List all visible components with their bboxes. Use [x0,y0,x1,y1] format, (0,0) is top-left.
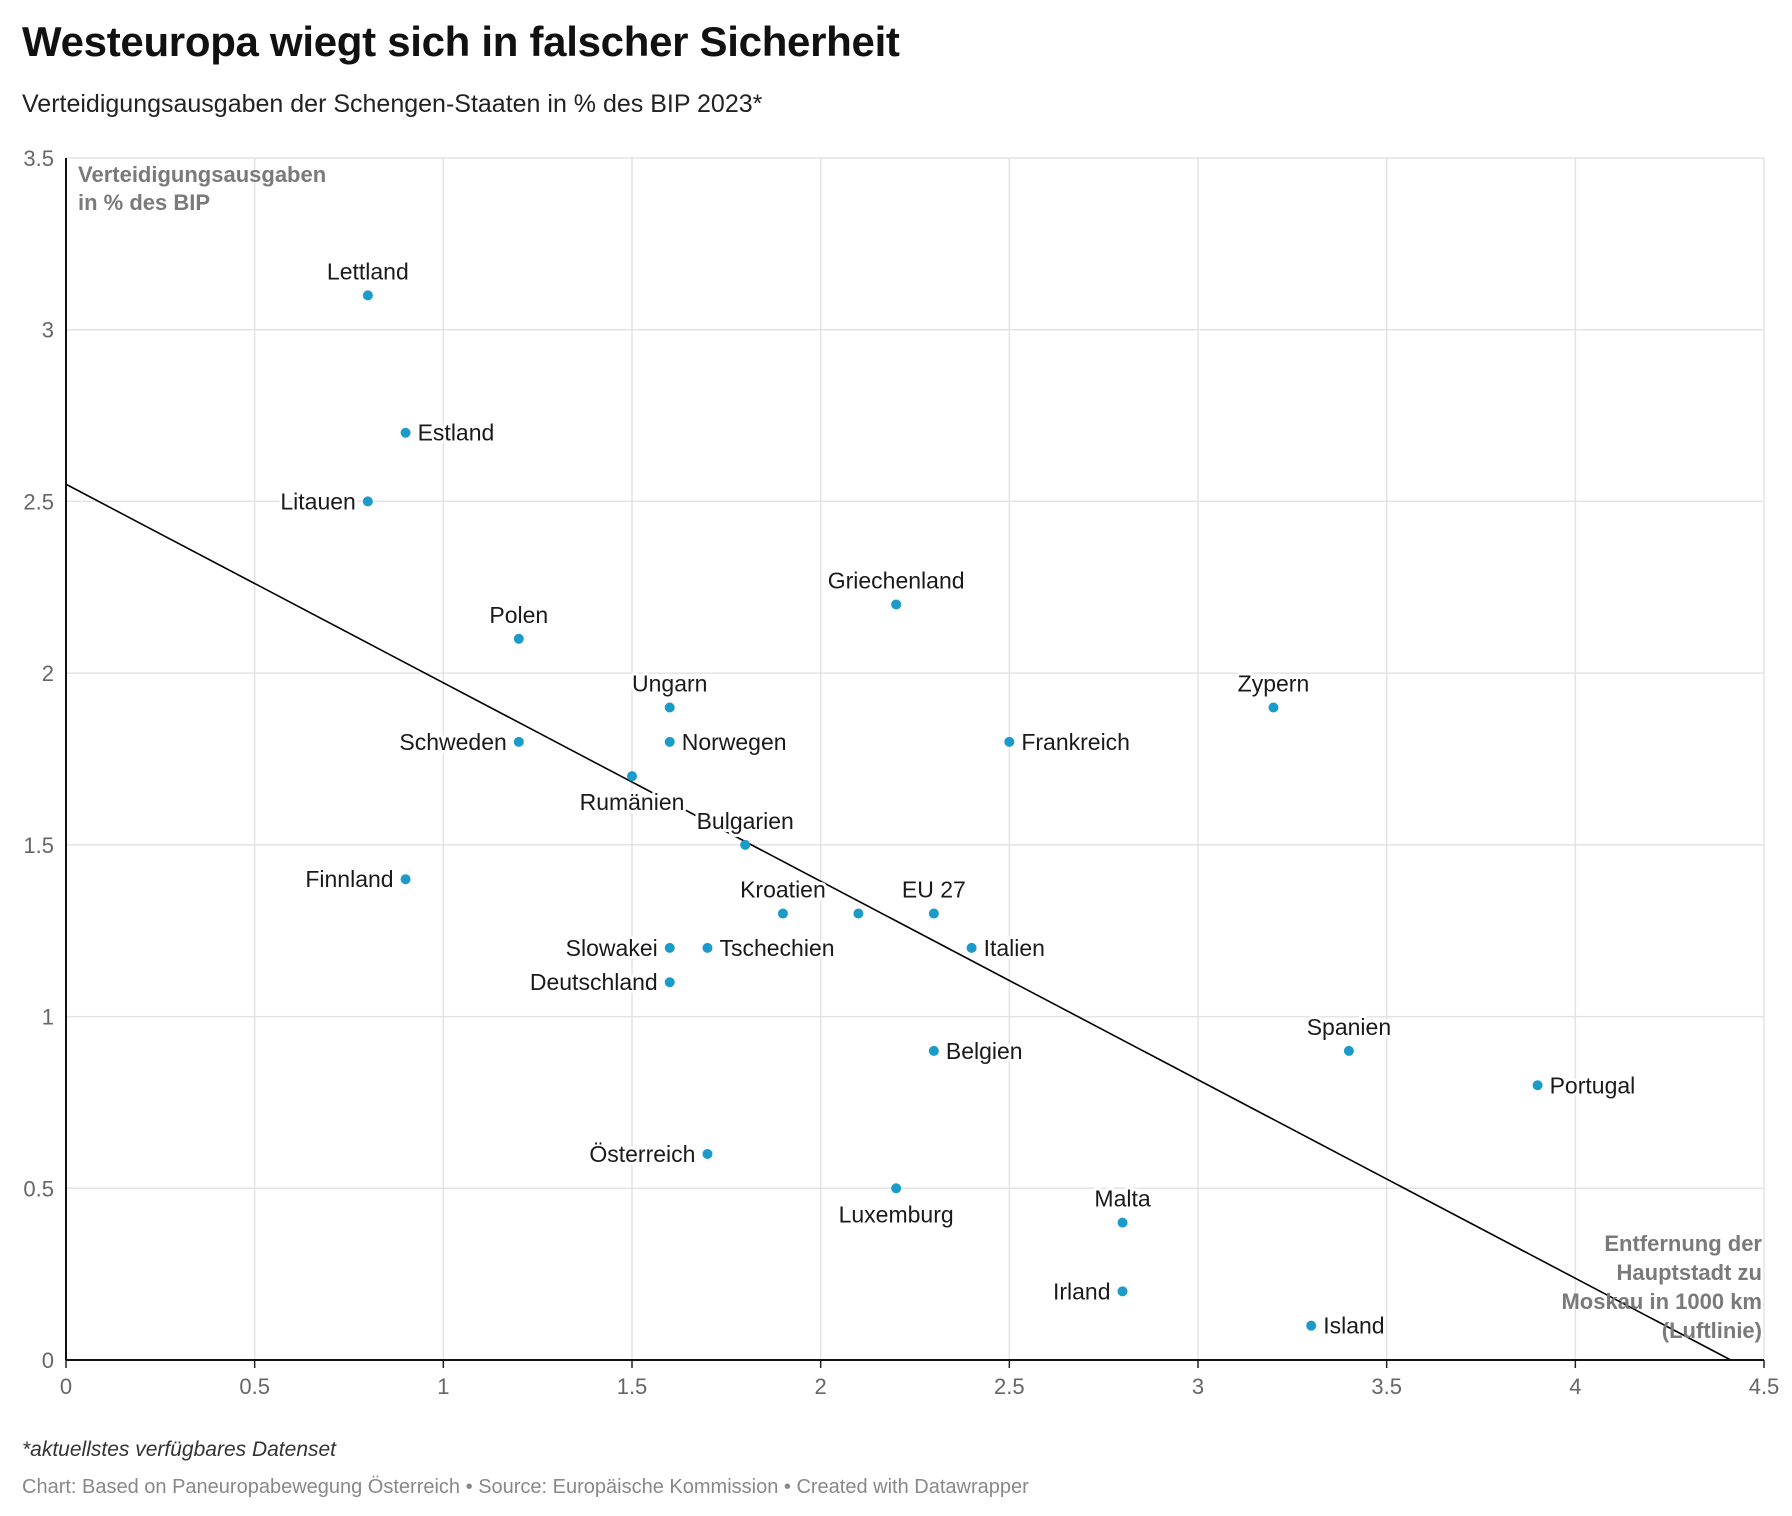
credit-tool: Created with Datawrapper [796,1476,1029,1498]
credit-separator: • [778,1476,797,1498]
data-label: Griechenland [828,567,965,593]
x-tick-label: 0.5 [239,1374,270,1399]
y-tick-label: 0.5 [23,1176,54,1201]
y-axis-title: Verteidigungsausgaben [78,162,326,187]
data-point [664,702,675,713]
x-tick-label: 1 [437,1374,449,1399]
data-label: Italien [984,935,1045,961]
data-label: Slowakei [566,935,658,961]
x-axis-title: Moskau in 1000 km [1561,1289,1762,1314]
data-point [1117,1217,1128,1228]
data-point [362,290,373,301]
x-tick-label: 1.5 [617,1374,648,1399]
footnote: *aktuellstes verfügbares Datenset [22,1438,337,1461]
data-label: Norwegen [682,729,787,755]
data-label: Schweden [399,729,506,755]
data-label: Estland [418,420,495,446]
data-label: Irland [1053,1278,1111,1304]
credit-source: Source: Europäische Kommission [478,1476,779,1498]
chart-title: Westeuropa wiegt sich in falscher Sicher… [22,18,900,65]
data-label: Island [1323,1313,1384,1339]
data-label: Österreich [589,1141,695,1167]
data-point [362,496,373,507]
data-point [928,908,939,919]
data-label: Portugal [1550,1072,1636,1098]
data-label: Lettland [327,258,409,284]
trend-line [65,483,1732,1361]
data-label: EU 27 [902,877,966,903]
x-tick-label: 0 [60,1374,72,1399]
x-tick-label: 2.5 [994,1374,1025,1399]
data-point [702,1148,713,1159]
data-point [928,1045,939,1056]
data-label: Rumänien [580,789,685,815]
chart-subtitle: Verteidigungsausgaben der Schengen-Staat… [22,90,763,118]
data-point [891,599,902,610]
data-label: Litauen [280,488,355,514]
data-label: Bulgarien [697,808,794,834]
data-point [664,736,675,747]
y-tick-label: 3 [42,318,54,343]
label-layer: Lettland Estland Litauen Polen Griechenland U… [277,255,1638,1341]
data-label: Polen [489,602,548,628]
x-tick-label: 4.5 [1749,1374,1780,1399]
scatter-chart: 0 0.5 1 1.5 2 2.5 3 3.5 0 0.5 1 1.5 2 2.5 3 3.5 4 4.5 Vert… [23,146,1779,1399]
trend-layer [65,483,1732,1361]
data-point [400,874,411,885]
data-point [664,942,675,953]
x-tick-label: 4 [1569,1374,1581,1399]
x-tick-label: 2 [815,1374,827,1399]
data-point [400,427,411,438]
data-point [664,977,675,988]
data-point [1532,1080,1543,1091]
data-point [740,839,751,850]
data-label: Ungarn [632,670,707,696]
axis-layer: 0 0.5 1 1.5 2 2.5 3 3.5 0 0.5 1 1.5 2 2.5 3 3.5 4 4.5 Vert… [23,146,1779,1399]
y-axis-title: in % des BIP [78,190,210,215]
data-label: Deutschland [530,969,658,995]
x-tick-label: 3.5 [1371,1374,1402,1399]
data-label: Luxemburg [839,1201,954,1227]
data-label: Belgien [946,1038,1023,1064]
data-point [1343,1045,1354,1056]
credit-separator: • [460,1476,479,1498]
data-label: Kroatien [740,877,826,903]
data-point [513,633,524,644]
data-point [1004,736,1015,747]
data-label: Zypern [1238,670,1310,696]
x-axis-title: Hauptstadt zu [1617,1260,1762,1285]
credits: Chart: Based on Paneuropabewegung Österr… [22,1476,1029,1499]
data-point [1117,1286,1128,1297]
data-label: Spanien [1307,1014,1391,1040]
data-point [891,1183,902,1194]
data-label: Finnland [305,866,393,892]
data-point [1268,702,1279,713]
point-layer [362,290,1543,1331]
data-point [777,908,788,919]
data-point [966,942,977,953]
data-point [513,736,524,747]
y-tick-label: 2.5 [23,489,54,514]
grid-layer [66,157,1765,1360]
credit-chart: Chart: Based on Paneuropabewegung Österr… [22,1476,461,1498]
x-axis-title: (Luftlinie) [1662,1318,1762,1343]
data-label: Frankreich [1021,729,1130,755]
data-point [627,771,637,782]
data-point [702,942,713,953]
data-label: Malta [1094,1186,1150,1212]
x-tick-label: 3 [1192,1374,1204,1399]
y-tick-label: 1.5 [23,833,54,858]
data-point [853,908,864,919]
data-point [1306,1320,1317,1331]
x-axis-title: Entfernung der [1604,1231,1762,1256]
y-tick-label: 3.5 [23,146,54,171]
data-label: Tschechien [719,935,834,961]
y-tick-label: 1 [42,1005,54,1030]
y-tick-label: 2 [42,661,54,686]
y-tick-label: 0 [42,1348,54,1373]
